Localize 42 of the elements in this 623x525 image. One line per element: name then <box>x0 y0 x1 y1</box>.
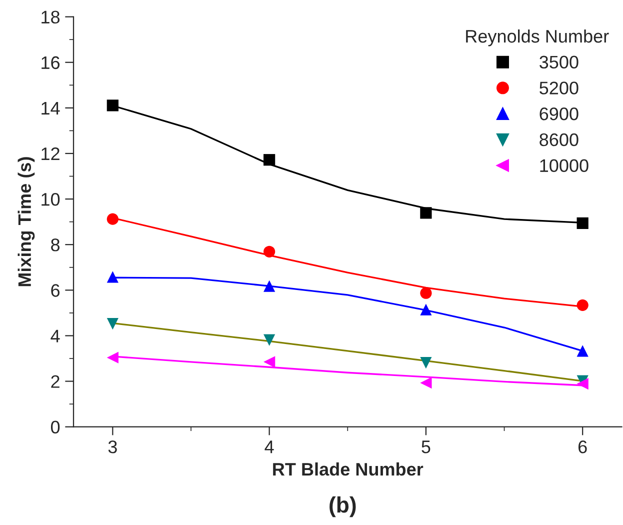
legend-title: Reynolds Number <box>466 29 609 46</box>
y-tick-label: 16 <box>42 56 60 70</box>
point <box>420 377 432 389</box>
y-tick-label: 14 <box>42 102 60 114</box>
point <box>420 357 432 369</box>
x-tick-label: 3 <box>108 440 117 454</box>
point <box>420 207 432 219</box>
point <box>106 318 118 330</box>
point <box>264 246 276 258</box>
point <box>106 352 118 364</box>
y-tick-label: 0 <box>50 420 60 434</box>
x-tick-label: 5 <box>422 440 430 454</box>
point <box>576 217 588 229</box>
x-tick-label: 6 <box>578 440 587 454</box>
legend-label: 10000 <box>540 159 588 172</box>
legend-label: 3500 <box>540 56 578 69</box>
point <box>576 299 588 311</box>
y-tick-label: 18 <box>42 10 60 24</box>
point <box>106 213 118 225</box>
y-tick-label: 8 <box>51 238 60 252</box>
legend-label: 5200 <box>540 82 578 94</box>
point <box>264 280 276 292</box>
point <box>420 287 432 299</box>
y-tick-label: 6 <box>51 284 60 297</box>
y-tick-label: 12 <box>42 147 60 160</box>
point <box>264 154 276 166</box>
y-tick-label: 10 <box>42 192 60 206</box>
point <box>106 100 118 112</box>
point <box>576 345 588 357</box>
point <box>264 356 276 368</box>
legend-label: 8600 <box>540 133 578 146</box>
point <box>106 271 118 283</box>
x-tick-label: 4 <box>264 440 274 454</box>
point <box>264 334 276 346</box>
point <box>576 378 588 390</box>
y-tick-label: 4 <box>50 330 60 342</box>
x-axis-title: RT Blade Number <box>273 462 424 476</box>
y-axis-title: Mixing Time (s) <box>18 157 35 286</box>
point <box>420 304 432 316</box>
legend-label: 6900 <box>540 107 578 120</box>
text: (b) <box>330 496 356 518</box>
y-tick-label: 2 <box>51 375 60 388</box>
